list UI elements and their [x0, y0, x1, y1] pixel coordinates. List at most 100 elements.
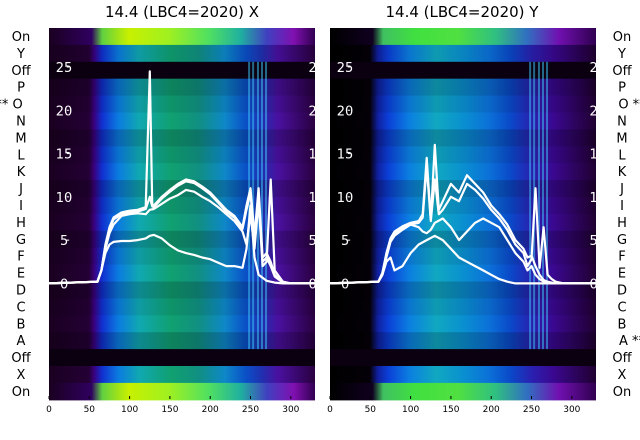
left-chart-title: 14.4 (LBC4=2020) X	[105, 3, 259, 21]
row-label: Y	[16, 47, 25, 62]
row-label: J	[18, 182, 23, 197]
row-label: G	[16, 233, 26, 248]
y-tick-label-right: 10	[309, 191, 326, 206]
heatmap-row	[49, 44, 315, 63]
y-tick-label-right: 0	[309, 277, 317, 292]
y-tick-label-right: 25	[590, 61, 607, 76]
x-tick-label: 50	[365, 405, 377, 415]
row-label: K	[618, 165, 627, 180]
heatmap-row-shade	[330, 129, 596, 147]
heatmap-row	[49, 349, 315, 367]
y-tick-label: 0	[60, 277, 68, 292]
x-tick-label: 100	[402, 405, 419, 415]
heatmap-stripe	[260, 61, 263, 350]
y-tick-label: 15	[56, 148, 73, 163]
heatmap-row	[330, 349, 596, 367]
x-tick-label: 250	[242, 405, 259, 415]
y-tick-label: 10	[337, 191, 354, 206]
heatmap-row	[49, 366, 315, 384]
y-tick-label: 25	[337, 61, 354, 76]
x-tick-label: 200	[202, 405, 219, 415]
y-tick-label-right: 5	[590, 234, 598, 249]
y-tick-label-right: 20	[590, 104, 607, 119]
heatmap-stripe	[248, 61, 251, 350]
heatmap-row-shade	[49, 95, 315, 114]
y-tick-label: 20	[337, 104, 354, 119]
row-label: A **	[619, 334, 640, 349]
row-label: D	[617, 283, 627, 298]
row-label: C	[617, 300, 626, 315]
heatmap-row	[330, 28, 596, 46]
heatmap-row-shade	[49, 332, 315, 350]
heatmap-stripe	[546, 61, 549, 350]
row-label: P	[17, 81, 25, 96]
x-tick-label: 100	[121, 405, 138, 415]
row-label: O **	[618, 98, 640, 113]
row-label: L	[17, 148, 25, 163]
y-tick-label-right: 15	[590, 148, 607, 163]
row-label: I	[19, 199, 23, 214]
heatmap-row-shade	[49, 197, 315, 215]
overlay-trace	[329, 165, 596, 285]
row-label: G	[617, 233, 627, 248]
row-label: B	[618, 317, 627, 332]
row-label: Off	[11, 64, 31, 79]
y-tick-label-right: 25	[309, 61, 326, 76]
row-label: I	[620, 199, 624, 214]
row-label: D	[16, 283, 26, 298]
row-label: Off	[612, 64, 632, 79]
y-tick-label: 20	[56, 104, 73, 119]
y-tick-label: 10	[56, 191, 73, 206]
heatmap-row	[49, 61, 315, 80]
heatmap-row	[330, 366, 596, 384]
x-tick-label: 150	[161, 405, 178, 415]
heatmap-row-shade	[330, 78, 596, 97]
y-tick-label: 25	[56, 61, 73, 76]
row-label: L	[618, 148, 626, 163]
y-tick-label-right: 20	[309, 104, 326, 119]
heatmap-row-shade	[330, 230, 596, 249]
heatmap-row-shade	[49, 78, 315, 97]
heatmap-stripe	[537, 61, 540, 350]
right-chart-title: 14.4 (LBC4=2020) Y	[386, 3, 540, 21]
heatmap-row	[330, 61, 596, 80]
heatmap-row	[330, 44, 596, 63]
overlay-trace	[329, 234, 596, 285]
row-label: N	[617, 114, 627, 129]
heatmap-row	[49, 382, 315, 401]
row-label: Y	[617, 47, 626, 62]
row-label: On	[12, 30, 30, 45]
heatmap-row	[49, 28, 315, 46]
row-label: On	[12, 385, 30, 400]
row-label: E	[618, 267, 626, 282]
heatmap-row-shade	[330, 298, 596, 316]
row-label: B	[17, 317, 26, 332]
y-tick-label: 5	[60, 234, 68, 249]
row-label: X	[618, 368, 627, 383]
row-label: K	[17, 165, 26, 180]
heatmap-row-shade	[330, 197, 596, 215]
y-tick-label: 0	[341, 277, 349, 292]
row-label: H	[16, 216, 26, 231]
heatmap-row-shade	[330, 95, 596, 114]
row-label: F	[618, 250, 625, 265]
heatmap-row-shade	[49, 44, 315, 63]
y-tick-label-right: 5	[309, 234, 317, 249]
x-tick-label: 50	[84, 405, 96, 415]
row-label: P	[618, 81, 626, 96]
row-label: M	[616, 131, 627, 146]
row-label: F	[17, 250, 24, 265]
heatmap-row-shade	[49, 230, 315, 249]
heatmap-stripe	[265, 61, 268, 350]
row-label: M	[15, 131, 26, 146]
row-label: J	[619, 182, 624, 197]
heatmap-row	[330, 382, 596, 401]
y-tick-label: 5	[341, 234, 349, 249]
x-tick-label: 150	[442, 405, 459, 415]
x-tick-label: 300	[282, 405, 299, 415]
row-label: A	[17, 334, 26, 349]
heatmap-row-shade	[49, 146, 315, 164]
y-tick-label: 15	[337, 148, 354, 163]
